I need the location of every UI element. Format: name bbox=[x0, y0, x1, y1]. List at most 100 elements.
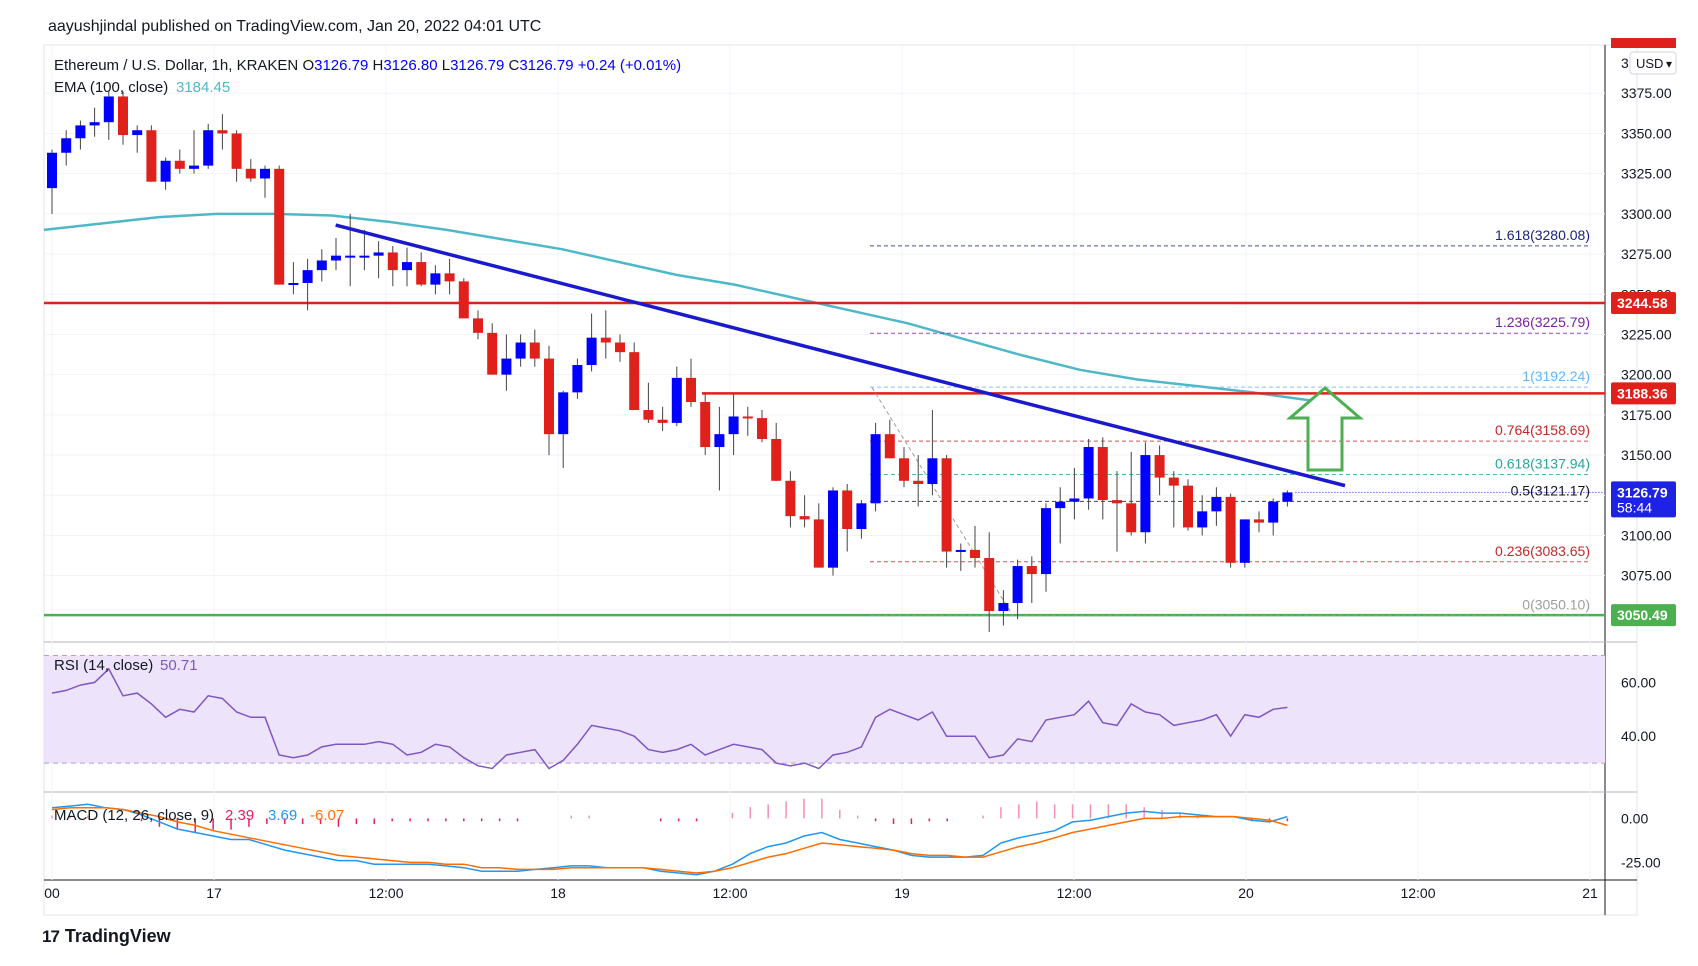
candle bbox=[842, 484, 853, 552]
candle-body bbox=[1055, 501, 1066, 509]
candle bbox=[487, 323, 498, 375]
candle bbox=[899, 447, 909, 488]
tradingview-logo[interactable]: 17 TradingView bbox=[42, 926, 171, 947]
candle-body bbox=[870, 434, 881, 504]
candle bbox=[558, 390, 569, 468]
rsi-tick-label: 60.00 bbox=[1621, 674, 1656, 690]
price-tick-label: 3225.00 bbox=[1621, 326, 1672, 342]
time-tick-label: 12:00 bbox=[1056, 885, 1091, 901]
candle bbox=[430, 265, 441, 295]
legend-part: 3126.79 bbox=[314, 57, 372, 74]
candle bbox=[387, 246, 398, 287]
candle bbox=[302, 258, 313, 311]
price-badge-resistance-text: 3244.58 bbox=[1617, 295, 1668, 311]
candle-body bbox=[1268, 501, 1279, 523]
candle-body bbox=[302, 270, 313, 283]
price-tick-label: 3200.00 bbox=[1621, 367, 1672, 383]
candle-body bbox=[643, 410, 654, 420]
candle-body bbox=[799, 516, 810, 520]
candle-body bbox=[842, 490, 853, 530]
price-tick-label: 3075.00 bbox=[1621, 568, 1672, 584]
candle bbox=[1239, 519, 1250, 568]
candle-body bbox=[941, 458, 952, 552]
candle-body bbox=[629, 352, 640, 411]
candle-body bbox=[1154, 455, 1165, 478]
candle bbox=[1112, 471, 1122, 552]
candle-body bbox=[430, 273, 441, 285]
ema-100-line bbox=[43, 212, 1311, 402]
candle bbox=[856, 500, 867, 539]
candle bbox=[941, 455, 952, 568]
candle bbox=[288, 262, 299, 295]
rsi-tick-label: 40.00 bbox=[1621, 728, 1656, 744]
candle bbox=[1211, 487, 1222, 526]
candle-body bbox=[913, 480, 924, 485]
candle-body bbox=[331, 255, 341, 261]
fib-level-label: 1.618(3280.08) bbox=[1495, 227, 1590, 243]
candle-body bbox=[927, 458, 938, 485]
ema-legend-value: 3184.45 bbox=[176, 79, 230, 96]
candle-body bbox=[245, 168, 256, 179]
candle bbox=[217, 114, 228, 150]
candle bbox=[260, 165, 270, 198]
candle-body bbox=[1254, 519, 1264, 523]
legend-part: L bbox=[442, 57, 450, 74]
candle bbox=[1254, 511, 1264, 533]
legend-part: 3126.79 bbox=[450, 57, 508, 74]
legend-part: Ethereum / U.S. Dollar, 1h, KRAKEN bbox=[54, 57, 302, 74]
candle-body bbox=[686, 377, 696, 402]
candle bbox=[231, 130, 242, 182]
candle bbox=[771, 422, 782, 481]
fib-level-label: 1(3192.24) bbox=[1522, 368, 1590, 384]
candle-body bbox=[1083, 447, 1094, 499]
candle-body bbox=[260, 168, 270, 179]
candle-body bbox=[1183, 485, 1193, 528]
candle bbox=[984, 532, 995, 632]
candle-body bbox=[61, 138, 72, 153]
candle bbox=[245, 159, 256, 182]
candle bbox=[331, 237, 341, 271]
candle bbox=[75, 120, 86, 150]
candle-body bbox=[884, 434, 895, 459]
currency-selector[interactable]: USD ▾ bbox=[1629, 51, 1677, 75]
candle-body bbox=[174, 160, 185, 169]
legend-part: C bbox=[508, 57, 519, 74]
candle bbox=[402, 247, 412, 287]
candle-body bbox=[572, 365, 583, 393]
candle bbox=[1268, 498, 1279, 536]
price-tick-label: 3150.00 bbox=[1621, 447, 1672, 463]
candle bbox=[870, 422, 881, 512]
price-badge-resistance bbox=[1611, 382, 1676, 405]
candle-body bbox=[387, 252, 398, 271]
candle-body bbox=[274, 168, 285, 285]
rsi-legend-value: 50.71 bbox=[160, 657, 198, 674]
candle-body bbox=[359, 255, 370, 258]
candle-body bbox=[714, 434, 725, 448]
candle-body bbox=[671, 377, 682, 423]
candle bbox=[146, 125, 157, 182]
ema-legend-label: EMA (100, close) bbox=[54, 79, 168, 96]
currency-label: USD bbox=[1636, 56, 1663, 71]
price-tick-label: 3350.00 bbox=[1621, 125, 1672, 141]
candle-body bbox=[515, 342, 526, 359]
candle bbox=[970, 525, 980, 568]
price-tick-label: 3325.00 bbox=[1621, 166, 1672, 182]
candle-body bbox=[203, 130, 214, 166]
candle-body bbox=[615, 342, 625, 353]
candle-body bbox=[955, 549, 966, 552]
candle bbox=[416, 252, 427, 287]
legend-part: H bbox=[373, 57, 384, 74]
candle bbox=[515, 334, 526, 367]
fib-level-label: 0.764(3158.69) bbox=[1495, 422, 1590, 438]
price-badge-current-text: 3126.79 bbox=[1617, 484, 1668, 500]
tv-logo-icon: 17 bbox=[42, 926, 60, 946]
rsi-legend-label: RSI (14, close) bbox=[54, 657, 153, 674]
candle-body bbox=[316, 260, 327, 271]
candle bbox=[629, 342, 640, 411]
candle-body bbox=[1168, 477, 1179, 486]
candle-body bbox=[856, 503, 867, 530]
candle-body bbox=[771, 438, 782, 481]
candle-body bbox=[984, 557, 995, 612]
candle-body bbox=[813, 519, 824, 568]
